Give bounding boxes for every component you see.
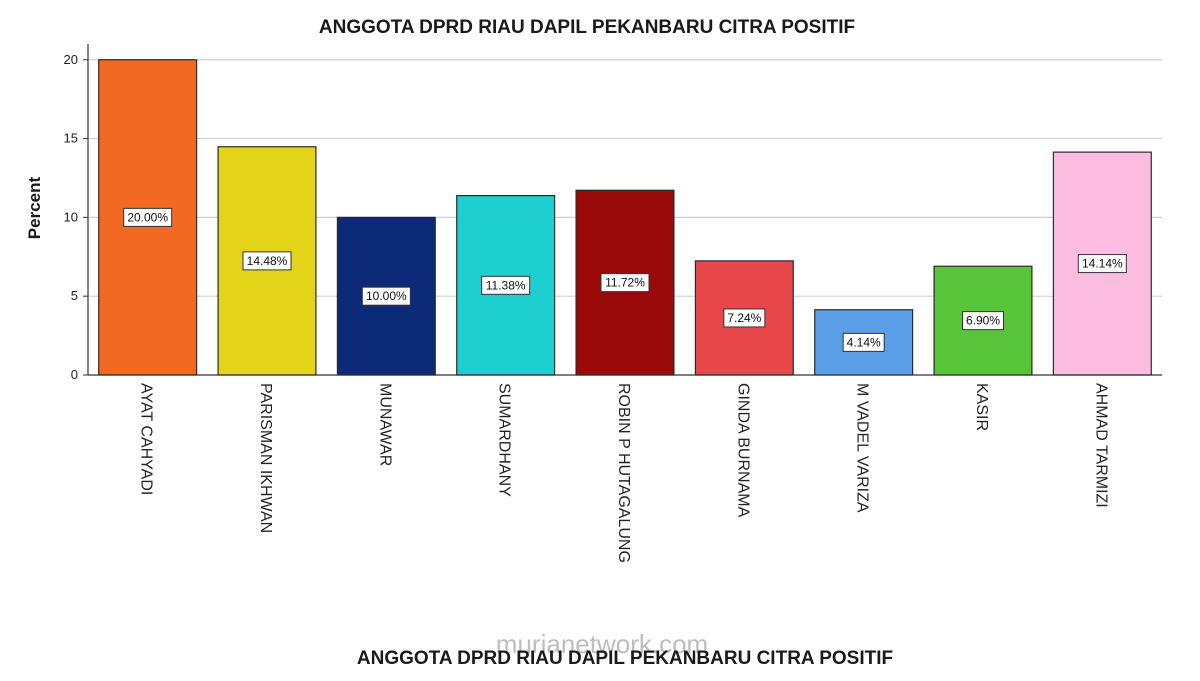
data-label: 4.14% [847,335,881,349]
chart-title: ANGGOTA DPRD RIAU DAPIL PEKANBARU CITRA … [319,17,855,38]
data-label: 14.48% [247,254,288,268]
data-label-box [123,207,173,227]
data-label-box [723,308,766,328]
x-tick-label: SUMARDHANY [496,383,513,497]
data-label: 10.00% [366,289,407,303]
data-label: 14.14% [1082,257,1123,271]
y-axis-ticks: 0 5 10 15 20 [64,52,88,382]
data-label: 6.90% [966,314,1000,328]
data-label-box [242,251,292,271]
y-tick-label: 20 [64,52,78,67]
data-label-box [600,273,650,293]
data-label: 7.24% [727,311,761,325]
x-tick-label: GINDA BURNAMA [734,383,751,518]
y-tick-label: 5 [71,288,78,303]
x-tick-label: KASIR [973,383,990,431]
x-axis-ticks: AYAT CAHYADI PARISMAN IKHWAN MUNAWAR SUMARD… [138,383,1110,563]
data-label-box [962,311,1004,331]
y-tick-label: 15 [64,131,78,146]
data-label: 11.38% [486,278,526,292]
data-label-box [481,275,531,295]
data-label-box [1077,254,1127,274]
data-label-box [361,286,411,306]
watermark: murianetwork.com [496,629,708,659]
y-axis-label: Percent [25,176,44,239]
x-tick-label: AYAT CAHYADI [138,383,155,495]
y-tick-label: 0 [71,367,78,382]
x-tick-label: PARISMAN IKHWAN [257,383,274,533]
data-label-box [842,332,885,352]
x-axis-label: ANGGOTA DPRD RIAU DAPIL PEKANBARU CITRA … [357,648,893,669]
x-tick-label: MUNAWAR [376,383,393,466]
y-tick-label: 10 [64,209,78,224]
data-label: 11.72% [605,276,645,290]
data-label: 20.00% [127,210,168,224]
bars: 20.00% 14.48% 10.00% 11.38% 11.72% 7.24% 4.14%… [98,59,1152,376]
x-tick-label: ROBIN P HUTAGALUNG [615,383,632,563]
x-tick-label: M VADEL VARIZA [854,383,871,513]
x-tick-label: AHMAD TARMIZI [1092,383,1109,508]
